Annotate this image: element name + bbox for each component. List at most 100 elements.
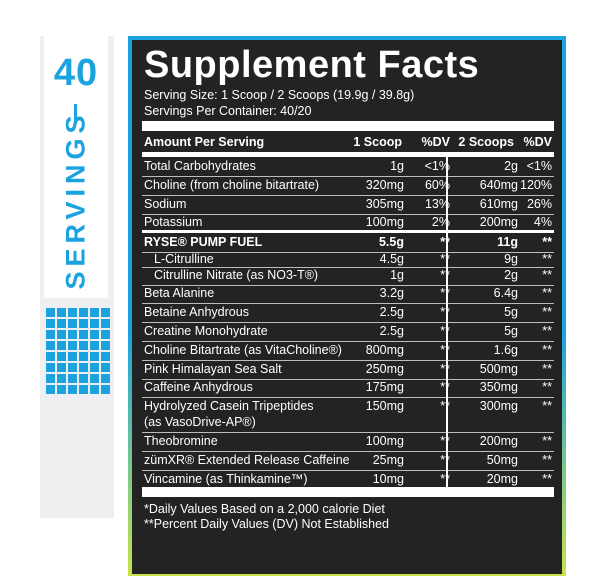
amount-2-scoops: 610mg <box>479 197 518 211</box>
servings-card <box>44 36 108 298</box>
row-divider <box>142 470 554 471</box>
grid-dot <box>90 352 99 361</box>
dv-1-scoop: ** <box>440 360 450 378</box>
table-header: Amount Per Serving 1 Scoop %DV 2 Scoops … <box>142 133 554 151</box>
amount-1-scoop: 4.5g <box>379 252 404 266</box>
bottom-thick-rule <box>142 487 554 497</box>
amount-1-scoop: 175mg <box>365 380 404 394</box>
grid-dot <box>79 363 88 372</box>
grid-dot <box>46 374 55 383</box>
grid-dot <box>46 308 55 317</box>
row-divider <box>142 451 554 452</box>
amount-1-scoop: 5.5g <box>378 235 404 249</box>
amount-1-scoop: 100mg <box>365 215 404 229</box>
nutrient-name: zümXR® Extended Release Caffeine <box>144 453 350 467</box>
dv-2-scoops: ** <box>542 399 552 413</box>
amount-1-scoop: 320mg <box>365 178 404 192</box>
amount-2-scoops: 11g <box>497 235 518 249</box>
grid-dot <box>46 319 55 328</box>
row-divider <box>142 285 554 286</box>
amount-2-scoops: 500mg <box>479 362 518 376</box>
table-row: zümXR® Extended Release Caffeine 25mg ** 50… <box>142 451 554 469</box>
serving-size: Serving Size: 1 Scoop / 2 Scoops (19.9g … <box>144 88 415 102</box>
grid-dot <box>68 363 77 372</box>
amount-1-scoop: 100mg <box>365 434 404 448</box>
grid-dot <box>46 330 55 339</box>
table-row: Betaine Anhydrous 2.5g ** 5g ** <box>142 303 554 321</box>
row-divider <box>142 322 554 323</box>
grid-dot <box>68 308 77 317</box>
nutrient-name: Sodium <box>144 197 187 211</box>
dv-1-scoop: ** <box>440 432 450 450</box>
grid-dot <box>90 374 99 383</box>
grid-dot <box>79 352 88 361</box>
row-divider <box>142 397 554 398</box>
row-divider <box>142 379 554 380</box>
grid-dot <box>79 341 88 350</box>
grid-dot <box>57 374 66 383</box>
nutrient-name: L-Citrulline <box>154 252 214 266</box>
dv-1-scoop: ** <box>440 233 450 251</box>
header-amount: Amount Per Serving <box>144 135 265 149</box>
dv-2-scoops: ** <box>542 268 552 282</box>
servings-label: SERVINGS <box>60 110 91 290</box>
grid-dot <box>90 363 99 372</box>
dv-2-scoops: ** <box>542 434 552 448</box>
table-row: Choline (from choline bitartrate) 320mg 60… <box>142 176 554 194</box>
dv-2-scoops: ** <box>542 472 552 486</box>
servings-per-container: Servings Per Container: 40/20 <box>144 104 312 118</box>
grid-dot <box>57 352 66 361</box>
grid-dot <box>68 385 77 394</box>
nutrient-name: Hydrolyzed Casein Tripeptides <box>144 399 314 413</box>
table-row: Caffeine Anhydrous 175mg ** 350mg ** <box>142 378 554 396</box>
grid-dot <box>90 341 99 350</box>
nutrient-name: Caffeine Anhydrous <box>144 380 253 394</box>
amount-2-scoops: 20mg <box>486 472 518 486</box>
amount-2-scoops: 200mg <box>479 434 518 448</box>
grid-dot <box>101 330 110 339</box>
table-row: Choline Bitartrate (as VitaCholine®) 800m… <box>142 341 554 359</box>
amount-1-scoop: 800mg <box>365 343 404 357</box>
amount-1-scoop: 250mg <box>365 362 404 376</box>
amount-1-scoop: 305mg <box>365 197 404 211</box>
header-thick-rule <box>142 152 554 157</box>
grid-dot <box>46 385 55 394</box>
dv-1-scoop: ** <box>440 266 450 284</box>
nutrient-name: Vincamine (as Thinkamine™) <box>144 472 308 486</box>
dv-2-scoops: 120% <box>520 178 552 192</box>
grid-dot <box>68 319 77 328</box>
row-divider <box>142 360 554 361</box>
dv-2-scoops: ** <box>542 235 552 249</box>
nutrient-name-line2: (as VasoDrive-AP®) <box>144 415 256 429</box>
grid-dot <box>57 330 66 339</box>
amount-1-scoop: 1g <box>390 159 404 173</box>
dv-1-scoop: 13% <box>424 197 450 211</box>
grid-dot <box>57 385 66 394</box>
amount-1-scoop: 10mg <box>372 472 404 486</box>
dv-1-scoop: ** <box>440 451 450 469</box>
amount-1-scoop: 25mg <box>372 453 404 467</box>
table-row: Total Carbohydrates 1g <1% 2g <1% <box>142 157 554 175</box>
header-scoop2: 2 Scoops <box>458 135 514 149</box>
dv-2-scoops: ** <box>542 305 552 319</box>
servings-count: 40 <box>53 52 99 94</box>
amount-1-scoop: 1g <box>390 268 404 282</box>
footnote-daily-values: *Daily Values Based on a 2,000 calorie D… <box>144 502 385 516</box>
footnote-dv-not-established: **Percent Daily Values (DV) Not Establis… <box>144 517 390 531</box>
amount-2-scoops: 5g <box>504 305 518 319</box>
nutrient-name: Total Carbohydrates <box>144 159 256 173</box>
table-row: Citrulline Nitrate (as NO3-T®) 1g ** 2g ** <box>142 266 554 284</box>
nutrient-name: Beta Alanine <box>144 286 215 300</box>
grid-dot <box>68 330 77 339</box>
grid-dot <box>68 352 77 361</box>
table-row: Hydrolyzed Casein Tripeptides 150mg ** 300m… <box>142 397 554 431</box>
amount-2-scoops: 640mg <box>479 178 518 192</box>
table-row: Sodium 305mg 13% 610mg 26% <box>142 195 554 213</box>
dv-2-scoops: ** <box>542 286 552 300</box>
grid-dot <box>101 352 110 361</box>
dv-1-scoop: ** <box>440 303 450 321</box>
panel-title: Supplement Facts <box>144 44 480 86</box>
amount-2-scoops: 1.6g <box>493 343 518 357</box>
grid-dot <box>46 341 55 350</box>
grid-dot <box>101 319 110 328</box>
